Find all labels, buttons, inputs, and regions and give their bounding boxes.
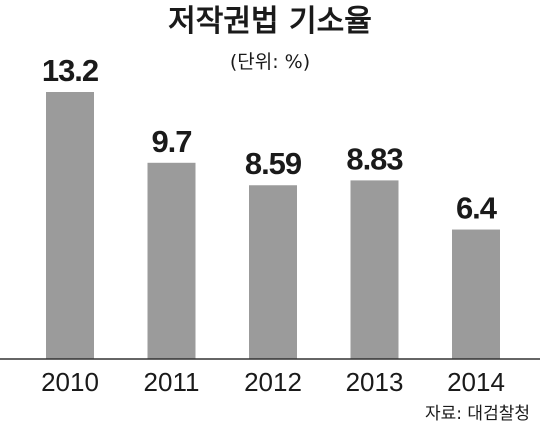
x-tick-label-2010: 2010: [41, 367, 99, 397]
bar-2013: [350, 180, 399, 359]
unit-label: (단위: %): [230, 51, 310, 73]
value-label-2012: 8.59: [245, 146, 302, 181]
x-tick-label-2013: 2013: [346, 367, 404, 397]
bar-2012: [249, 185, 297, 359]
value-label-2014: 6.4: [456, 191, 498, 226]
x-tick-label-2012: 2012: [244, 367, 302, 397]
bar-2014: [452, 229, 500, 359]
bar-2010: [46, 92, 94, 359]
bars-group: [46, 92, 500, 359]
bar-2011: [147, 162, 196, 359]
source-note: 자료: 대검찰청: [425, 404, 530, 424]
x-tick-label-2014: 2014: [447, 367, 505, 397]
value-label-2011: 9.7: [151, 124, 191, 159]
x-tick-label-2011: 2011: [144, 367, 200, 397]
x-tick-labels-group: 2010 2011 2012 2013 2014: [41, 367, 505, 397]
value-label-2010: 13.2: [42, 53, 98, 88]
value-labels-group: 13.2 9.7 8.59 8.83 6.4: [42, 53, 499, 226]
chart-title: 저작권법 기소율: [168, 4, 372, 39]
value-label-2013: 8.83: [346, 141, 403, 176]
